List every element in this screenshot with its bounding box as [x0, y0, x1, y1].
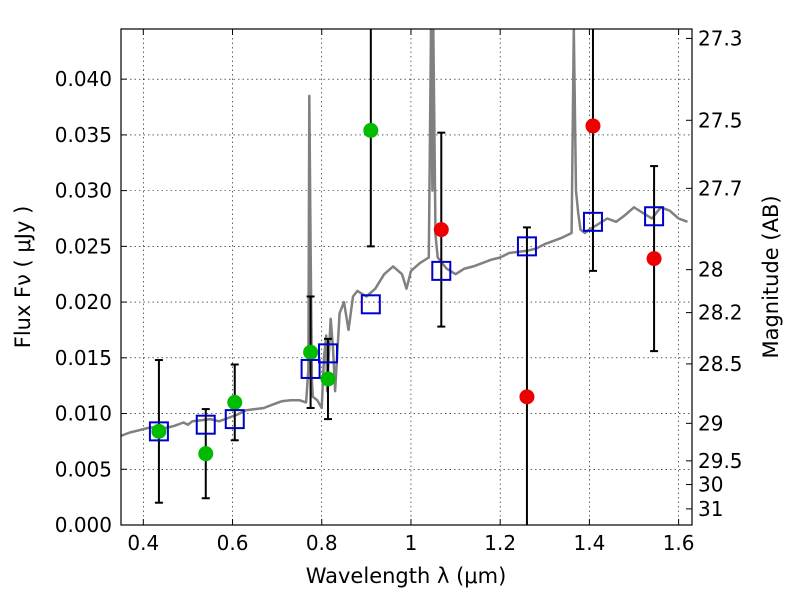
green-data-point: [303, 344, 319, 360]
y-tick-label: 0.015: [55, 346, 112, 370]
y2-tick-label: 28: [698, 258, 723, 282]
y-tick-label: 0.030: [55, 179, 112, 203]
model-photometry-square: [582, 211, 603, 232]
y-tick-label: 0.000: [55, 513, 112, 537]
y2-tick-label: 27.3: [698, 26, 743, 50]
model-photometry-square: [224, 409, 245, 430]
y2-tick-label: 30: [698, 473, 723, 497]
model-photometry-square: [431, 260, 452, 281]
y2-tick-label: 28.2: [698, 301, 743, 325]
y2-tick-label: 27.7: [698, 176, 743, 200]
green-data-point: [320, 371, 336, 387]
y-axis-label: Flux Fν ( μJy ): [11, 206, 35, 349]
model-photometry-square: [644, 206, 665, 227]
red-data-point: [433, 222, 449, 238]
red-data-point: [646, 251, 662, 267]
model-photometry-square: [148, 421, 169, 442]
x-axis-label: Wavelength λ (μm): [306, 564, 507, 588]
x-tick-label: 1.4: [573, 531, 605, 555]
y-tick-label: 0.040: [55, 67, 112, 91]
green-data-point: [227, 394, 243, 410]
model-spectrum-line: [121, 29, 688, 437]
y2-tick-label: 27.5: [698, 108, 743, 132]
green-data-point: [363, 122, 379, 138]
model-photometry-square: [360, 294, 381, 315]
green-data-point: [198, 446, 214, 462]
y2-tick-label: 29: [698, 411, 723, 435]
axis-ticks: 0.4 0.6 0.8 1 1.2 1.4 1.6 0.000 0.005 0.010 0.015 0…: [55, 26, 743, 555]
plot-frame: [120, 28, 693, 526]
y-tick-label: 0.010: [55, 402, 112, 426]
y-tick-label: 0.025: [55, 234, 112, 258]
red-data-point: [519, 389, 535, 405]
red-data-point: [585, 118, 601, 134]
model-photometry-square: [516, 236, 537, 257]
model-photometry-square: [317, 343, 338, 364]
green-data-point: [151, 423, 167, 439]
y-tick-label: 0.005: [55, 457, 112, 481]
y-tick-label: 0.020: [55, 290, 112, 314]
x-tick-label: 1.6: [663, 531, 695, 555]
x-tick-label: 0.6: [217, 531, 249, 555]
x-tick-label: 1: [405, 531, 418, 555]
model-photometry-square: [300, 358, 321, 379]
y2-tick-label: 29.5: [698, 449, 743, 473]
y2-tick-label: 28.5: [698, 352, 743, 376]
plot-data: [121, 29, 688, 525]
model-photometry-square: [195, 414, 216, 435]
y2-axis-label: Magnitude (AB): [759, 195, 783, 358]
x-tick-label: 0.8: [306, 531, 338, 555]
y2-tick-label: 31: [698, 497, 723, 521]
y-tick-label: 0.035: [55, 123, 112, 147]
x-tick-label: 1.2: [484, 531, 516, 555]
x-tick-label: 0.4: [127, 531, 159, 555]
